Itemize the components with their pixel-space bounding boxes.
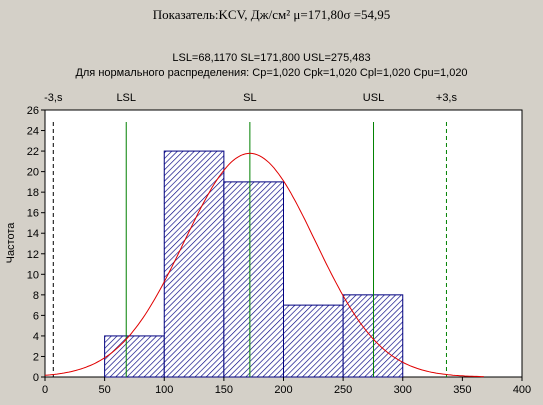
- x-tick-label: 200: [274, 384, 292, 396]
- x-tick-label: 100: [155, 384, 173, 396]
- y-tick-label: 18: [27, 187, 39, 199]
- y-axis-label: Частота: [5, 222, 17, 264]
- y-tick-label: 4: [33, 331, 39, 343]
- histogram-bar: [283, 304, 344, 378]
- x-tick-label: 300: [394, 384, 412, 396]
- spec-line-label: USL: [363, 92, 384, 104]
- histogram-bar: [342, 294, 404, 378]
- y-tick-label: 26: [27, 105, 39, 117]
- y-tick-label: 0: [33, 372, 39, 384]
- x-tick-label: 400: [513, 384, 531, 396]
- x-tick-label: 250: [334, 384, 352, 396]
- spec-line-label: LSL: [116, 92, 136, 104]
- y-tick-label: 24: [27, 126, 39, 138]
- y-tick-label: 10: [27, 269, 39, 281]
- y-tick-label: 22: [27, 146, 39, 158]
- y-tick-label: 14: [27, 228, 39, 240]
- spec-line-label: -3,s: [44, 92, 63, 104]
- y-tick-label: 8: [33, 290, 39, 302]
- spec-line-label: SL: [243, 92, 256, 104]
- histogram-bar: [104, 335, 165, 378]
- x-tick-label: 150: [215, 384, 233, 396]
- histogram-bar: [223, 181, 284, 378]
- y-tick-label: 20: [27, 167, 39, 179]
- y-tick-label: 2: [33, 351, 39, 363]
- x-tick-label: 50: [99, 384, 111, 396]
- spec-line-label: +3,s: [436, 92, 458, 104]
- y-tick-label: 12: [27, 249, 39, 261]
- x-tick-label: 350: [453, 384, 471, 396]
- spec-limits-line: LSL=68,1170 SL=171,800 USL=275,483: [172, 52, 371, 64]
- y-tick-label: 16: [27, 208, 39, 220]
- y-tick-label: 6: [33, 310, 39, 322]
- histogram-bar: [163, 150, 225, 378]
- normal-curve: [44, 152, 484, 378]
- x-tick-label: 0: [42, 384, 48, 396]
- capability-indices-line: Для нормального распределения: Cp=1,020 …: [75, 67, 468, 79]
- chart-title: Показатель:KCV, Дж/см² μ=171,80σ =54,95: [152, 7, 391, 22]
